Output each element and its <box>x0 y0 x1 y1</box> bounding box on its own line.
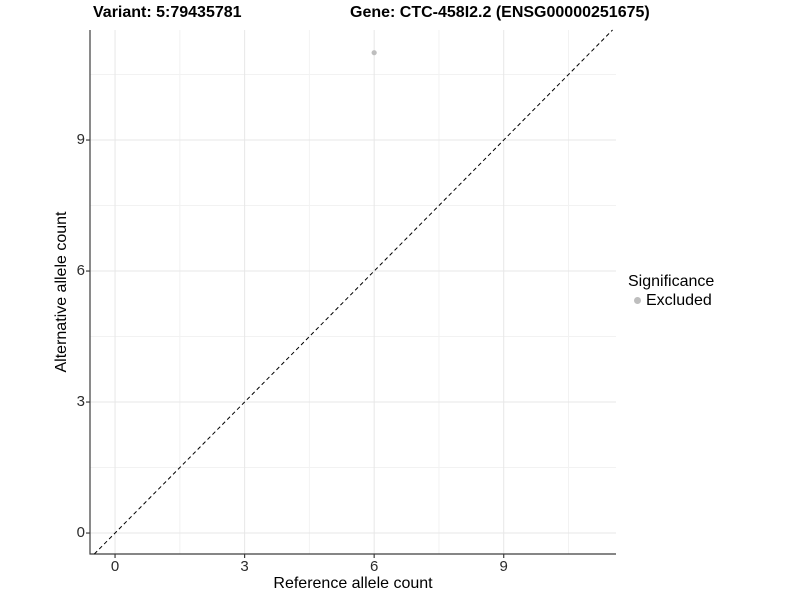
x-axis-title: Reference allele count <box>273 575 433 592</box>
x-tick-label: 6 <box>369 558 379 575</box>
legend: Significance Excluded <box>628 272 714 310</box>
x-tick-label: 9 <box>499 558 508 575</box>
plot-title-gene: Gene: CTC-458I2.2 (ENSG00000251675) <box>350 4 650 21</box>
legend-item-label: Excluded <box>646 292 712 309</box>
y-axis-title: Alternative allele count <box>53 211 70 373</box>
legend-title: Significance <box>628 273 715 290</box>
data-point <box>371 50 377 56</box>
plot-title-variant: Variant: 5:79435781 <box>93 4 242 21</box>
legend-item: Excluded <box>628 291 714 310</box>
legend-items: Excluded <box>628 291 714 310</box>
y-tick-label: 3 <box>76 393 85 411</box>
x-tick-label: 0 <box>110 558 120 575</box>
identity-reference-line <box>93 29 613 555</box>
legend-key-dot-icon <box>634 297 641 304</box>
y-tick-label: 0 <box>76 524 85 542</box>
x-tick-label: 3 <box>240 558 249 575</box>
y-tick-label: 9 <box>76 131 85 149</box>
y-tick-label: 6 <box>76 262 85 280</box>
